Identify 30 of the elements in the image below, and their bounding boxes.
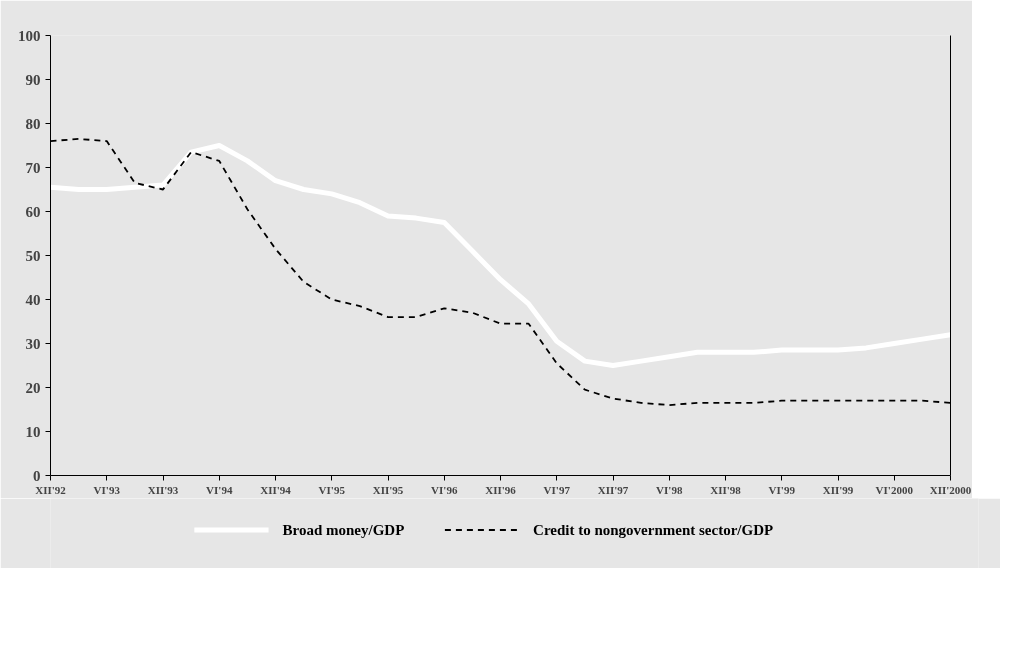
y-tick-label: 70 xyxy=(25,159,41,176)
x-tick-label: VI'98 xyxy=(656,483,683,496)
y-tick-label: 10 xyxy=(25,423,41,440)
y-tick-label: 0 xyxy=(33,467,41,484)
x-tick-label: VI'94 xyxy=(206,483,233,496)
x-tick-label: XII'93 xyxy=(147,483,179,496)
x-tick-label: XII'95 xyxy=(372,483,404,496)
x-tick-label: XII'98 xyxy=(710,483,742,496)
x-tick-label: VI'97 xyxy=(543,483,571,496)
y-tick-label: 80 xyxy=(25,115,41,132)
x-tick-label: VI'93 xyxy=(93,483,121,496)
x-tick-label: XII'96 xyxy=(485,483,517,496)
y-tick-label: 100 xyxy=(18,27,41,44)
x-tick-label: XII'94 xyxy=(260,483,292,496)
x-tick-label: VI'2000 xyxy=(875,483,914,496)
y-tick-label: 30 xyxy=(25,335,41,352)
x-tick-label: XII'92 xyxy=(35,483,67,496)
legend-label: Credit to nongovernment sector/GDP xyxy=(533,522,774,538)
y-tick-label: 50 xyxy=(25,247,41,264)
y-tick-label: 40 xyxy=(25,291,41,308)
y-tick-label: 90 xyxy=(25,71,41,88)
x-tick-label: XII'2000 xyxy=(929,483,972,496)
y-tick-label: 20 xyxy=(25,379,41,396)
y-tick-label: 60 xyxy=(25,203,41,220)
x-tick-label: VI'99 xyxy=(768,483,796,496)
x-tick-label: VI'96 xyxy=(431,483,458,496)
x-tick-label: XII'99 xyxy=(822,483,854,496)
legend-label: Broad money/GDP xyxy=(282,522,405,538)
x-tick-label: VI'95 xyxy=(318,483,346,496)
x-tick-label: XII'97 xyxy=(597,483,629,496)
